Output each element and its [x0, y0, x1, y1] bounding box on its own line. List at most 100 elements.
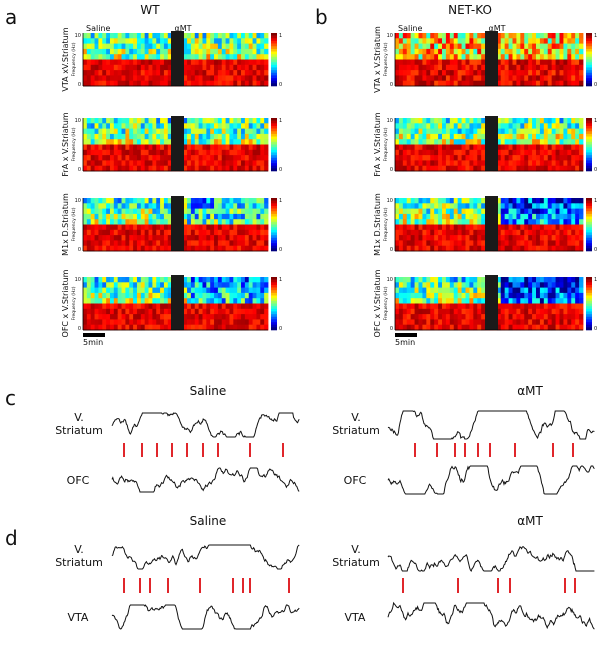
- spectrogram-cell: [156, 118, 160, 124]
- spectrogram-cell: [206, 246, 210, 252]
- spectrogram-cell: [245, 288, 249, 294]
- spectrogram-cell: [222, 198, 226, 204]
- spectrogram-cell: [434, 298, 438, 304]
- spectrogram-cell: [454, 235, 458, 241]
- spectrogram-cell: [544, 235, 548, 241]
- spectrogram-cell: [509, 235, 513, 241]
- spectrogram-cell: [477, 319, 481, 325]
- spectrogram-cell: [540, 209, 544, 215]
- spectrogram-cell: [571, 319, 575, 325]
- spectrogram-cell: [122, 160, 126, 166]
- spectrogram-cell: [133, 293, 137, 299]
- spectrogram-cell: [516, 246, 520, 252]
- spectrogram-cell: [481, 44, 485, 50]
- y-axis-label: Frequency (Hz): [71, 42, 77, 76]
- spectrogram-cell: [536, 209, 540, 215]
- spectrogram-cell: [579, 304, 583, 310]
- spectrogram-cell: [516, 319, 520, 325]
- spectrogram-cell: [513, 139, 517, 145]
- spectrogram-cell: [403, 160, 407, 166]
- spectrogram-cell: [102, 314, 106, 320]
- spectrogram-cell: [87, 118, 91, 124]
- spectrogram-cell: [195, 203, 199, 209]
- colorbar-label: 0: [594, 326, 597, 332]
- spectrogram-cell: [249, 38, 253, 44]
- spectrogram-cell: [222, 134, 226, 140]
- spectrogram-cell: [125, 129, 129, 135]
- spectrogram-cell: [226, 70, 230, 76]
- spectrogram-cell: [199, 293, 203, 299]
- spectrogram-cell: [548, 214, 552, 220]
- spectrogram-cell: [91, 314, 95, 320]
- spectrogram-cell: [214, 81, 218, 87]
- spectrogram-cell: [110, 198, 114, 204]
- spectrogram-cell: [422, 203, 426, 209]
- spectrogram-cell: [83, 118, 87, 124]
- spectrogram-cell: [164, 309, 168, 315]
- spectrogram-cell: [145, 246, 149, 252]
- spectrogram-cell: [454, 277, 458, 283]
- spectrogram-cell: [403, 298, 407, 304]
- spectrogram-cell: [411, 325, 415, 331]
- spectrogram-cell: [118, 214, 122, 220]
- spectrogram-cell: [118, 219, 122, 225]
- spectrogram-cell: [102, 70, 106, 76]
- spectrogram-cell: [403, 293, 407, 299]
- spectrogram-cell: [556, 309, 560, 315]
- spectrogram-cell: [214, 49, 218, 55]
- spectrogram-cell: [95, 282, 99, 288]
- spectrogram-cell: [91, 235, 95, 241]
- spectrogram-cell: [403, 145, 407, 151]
- spectrogram-cell: [237, 304, 241, 310]
- spectrogram-cell: [567, 60, 571, 66]
- spectrogram-cell: [473, 160, 477, 166]
- spectrogram-cell: [195, 214, 199, 220]
- spectrogram-cell: [256, 38, 260, 44]
- spectrogram-cell: [536, 235, 540, 241]
- spectrogram-cell: [106, 314, 110, 320]
- spectrogram-cell: [195, 219, 199, 225]
- spectrogram-cell: [122, 54, 126, 60]
- spectrogram-cell: [214, 298, 218, 304]
- spectrogram-cell: [249, 166, 253, 172]
- spectrogram-cell: [403, 70, 407, 76]
- spectrogram-cell: [536, 246, 540, 252]
- spectrogram-cell: [233, 65, 237, 71]
- spectrogram-cell: [114, 314, 118, 320]
- spectrogram-cell: [245, 219, 249, 225]
- spectrogram-cell: [206, 198, 210, 204]
- colorbar-cell: [271, 211, 277, 214]
- spectrogram-cell: [191, 235, 195, 241]
- spectrogram-cell: [233, 38, 237, 44]
- spectrogram-cell: [473, 288, 477, 294]
- colorbar-cell: [271, 198, 277, 201]
- spectrogram-cell: [226, 123, 230, 129]
- spectrogram-cell: [422, 319, 426, 325]
- spectrogram-cell: [264, 123, 268, 129]
- spectrogram-cell: [501, 325, 505, 331]
- spectrogram-cell: [458, 160, 462, 166]
- spectrogram-cell: [579, 225, 583, 231]
- spectrogram-cell: [473, 145, 477, 151]
- spectrogram-cell: [125, 33, 129, 39]
- spectrogram-cell: [253, 198, 257, 204]
- spectrogram-cell: [137, 155, 141, 161]
- spectrogram-cell: [264, 203, 268, 209]
- spectrogram-cell: [95, 219, 99, 225]
- spectrogram-cell: [469, 33, 473, 39]
- spectrogram-cell: [241, 198, 245, 204]
- spectrogram-cell: [458, 219, 462, 225]
- spectrogram-cell: [473, 282, 477, 288]
- spectrogram-cell: [98, 145, 102, 151]
- spectrogram-cell: [532, 129, 536, 135]
- spectrogram-cell: [233, 288, 237, 294]
- spectrogram-cell: [520, 139, 524, 145]
- spectrogram-cell: [256, 145, 260, 151]
- spectrogram-cell: [571, 145, 575, 151]
- spectrogram-cell: [191, 309, 195, 315]
- trace-label: V. Striatum: [53, 543, 105, 569]
- spectrogram-cell: [133, 60, 137, 66]
- spectrogram-cell: [87, 314, 91, 320]
- spectrogram-cell: [501, 246, 505, 252]
- spectrogram-cell: [137, 33, 141, 39]
